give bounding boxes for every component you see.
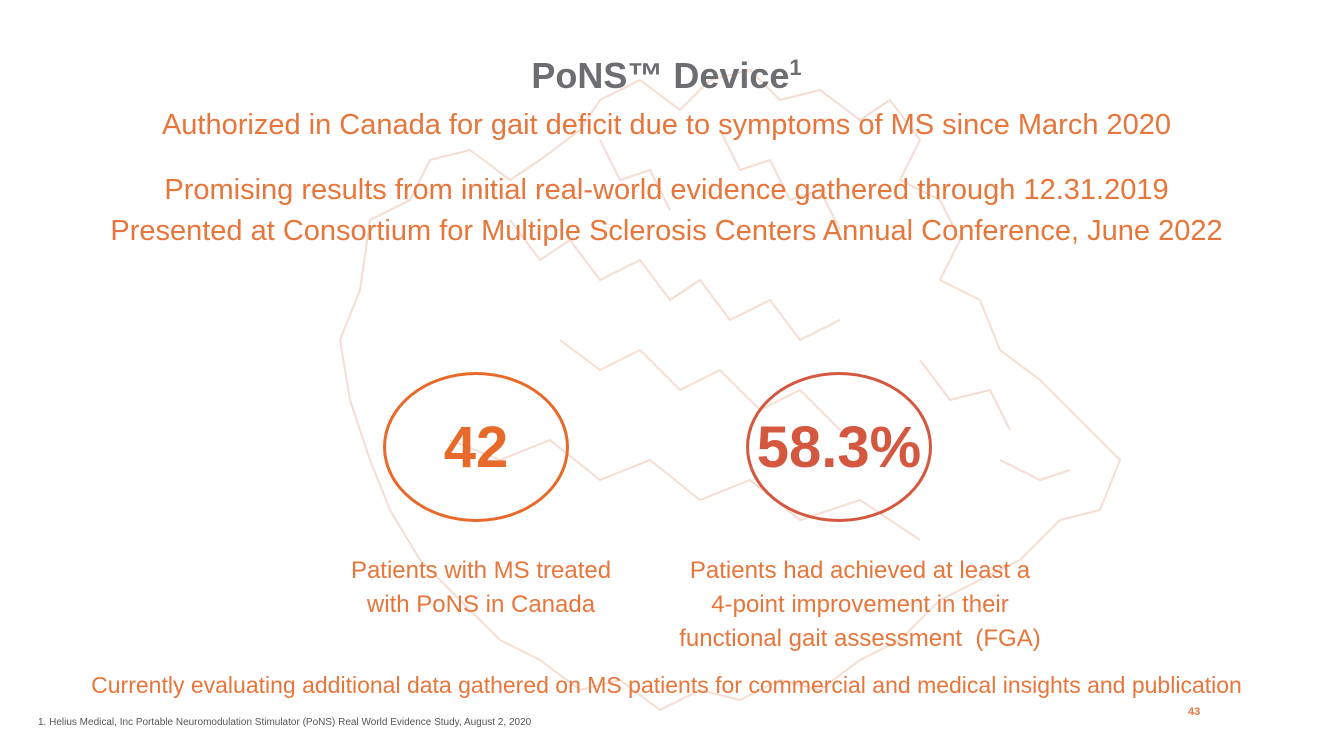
conference-statement: Presented at Consortium for Multiple Scl…: [110, 215, 1223, 247]
slide-title: PoNS™ Device1: [0, 52, 1333, 100]
title-footnote-marker: 1: [789, 55, 802, 80]
stat-value-fga-improvement: 58.3%: [756, 414, 922, 480]
page-number: 43: [1188, 706, 1201, 718]
caption-line: Patients with MS treated: [350, 557, 612, 584]
footnote: 1. Helius Medical, Inc Portable Neuromod…: [38, 717, 532, 728]
results-statement: Promising results from initial real-worl…: [164, 174, 1169, 206]
stat-circle-fga-improvement: 58.3%: [746, 372, 932, 522]
caption-line: 4-point improvement in their: [711, 591, 1009, 618]
authorization-statement: Authorized in Canada for gait deficit du…: [161, 109, 1172, 141]
caption-line: functional gait assessment (FGA): [679, 625, 1041, 652]
stat-circle-patients-treated: 42: [383, 372, 569, 522]
caption-line: Patients had achieved at least a: [689, 557, 1031, 584]
evaluation-statement: Currently evaluating additional data gat…: [91, 672, 1242, 698]
slide-title-text: PoNS™ Device: [531, 55, 790, 96]
caption-line: with PoNS in Canada: [366, 591, 596, 618]
stat-value-patients-treated: 42: [443, 414, 509, 480]
stat-caption-fga-improvement: Patients had achieved at least a 4-point…: [640, 554, 1080, 656]
stat-caption-patients-treated: Patients with MS treated with PoNS in Ca…: [316, 554, 646, 622]
